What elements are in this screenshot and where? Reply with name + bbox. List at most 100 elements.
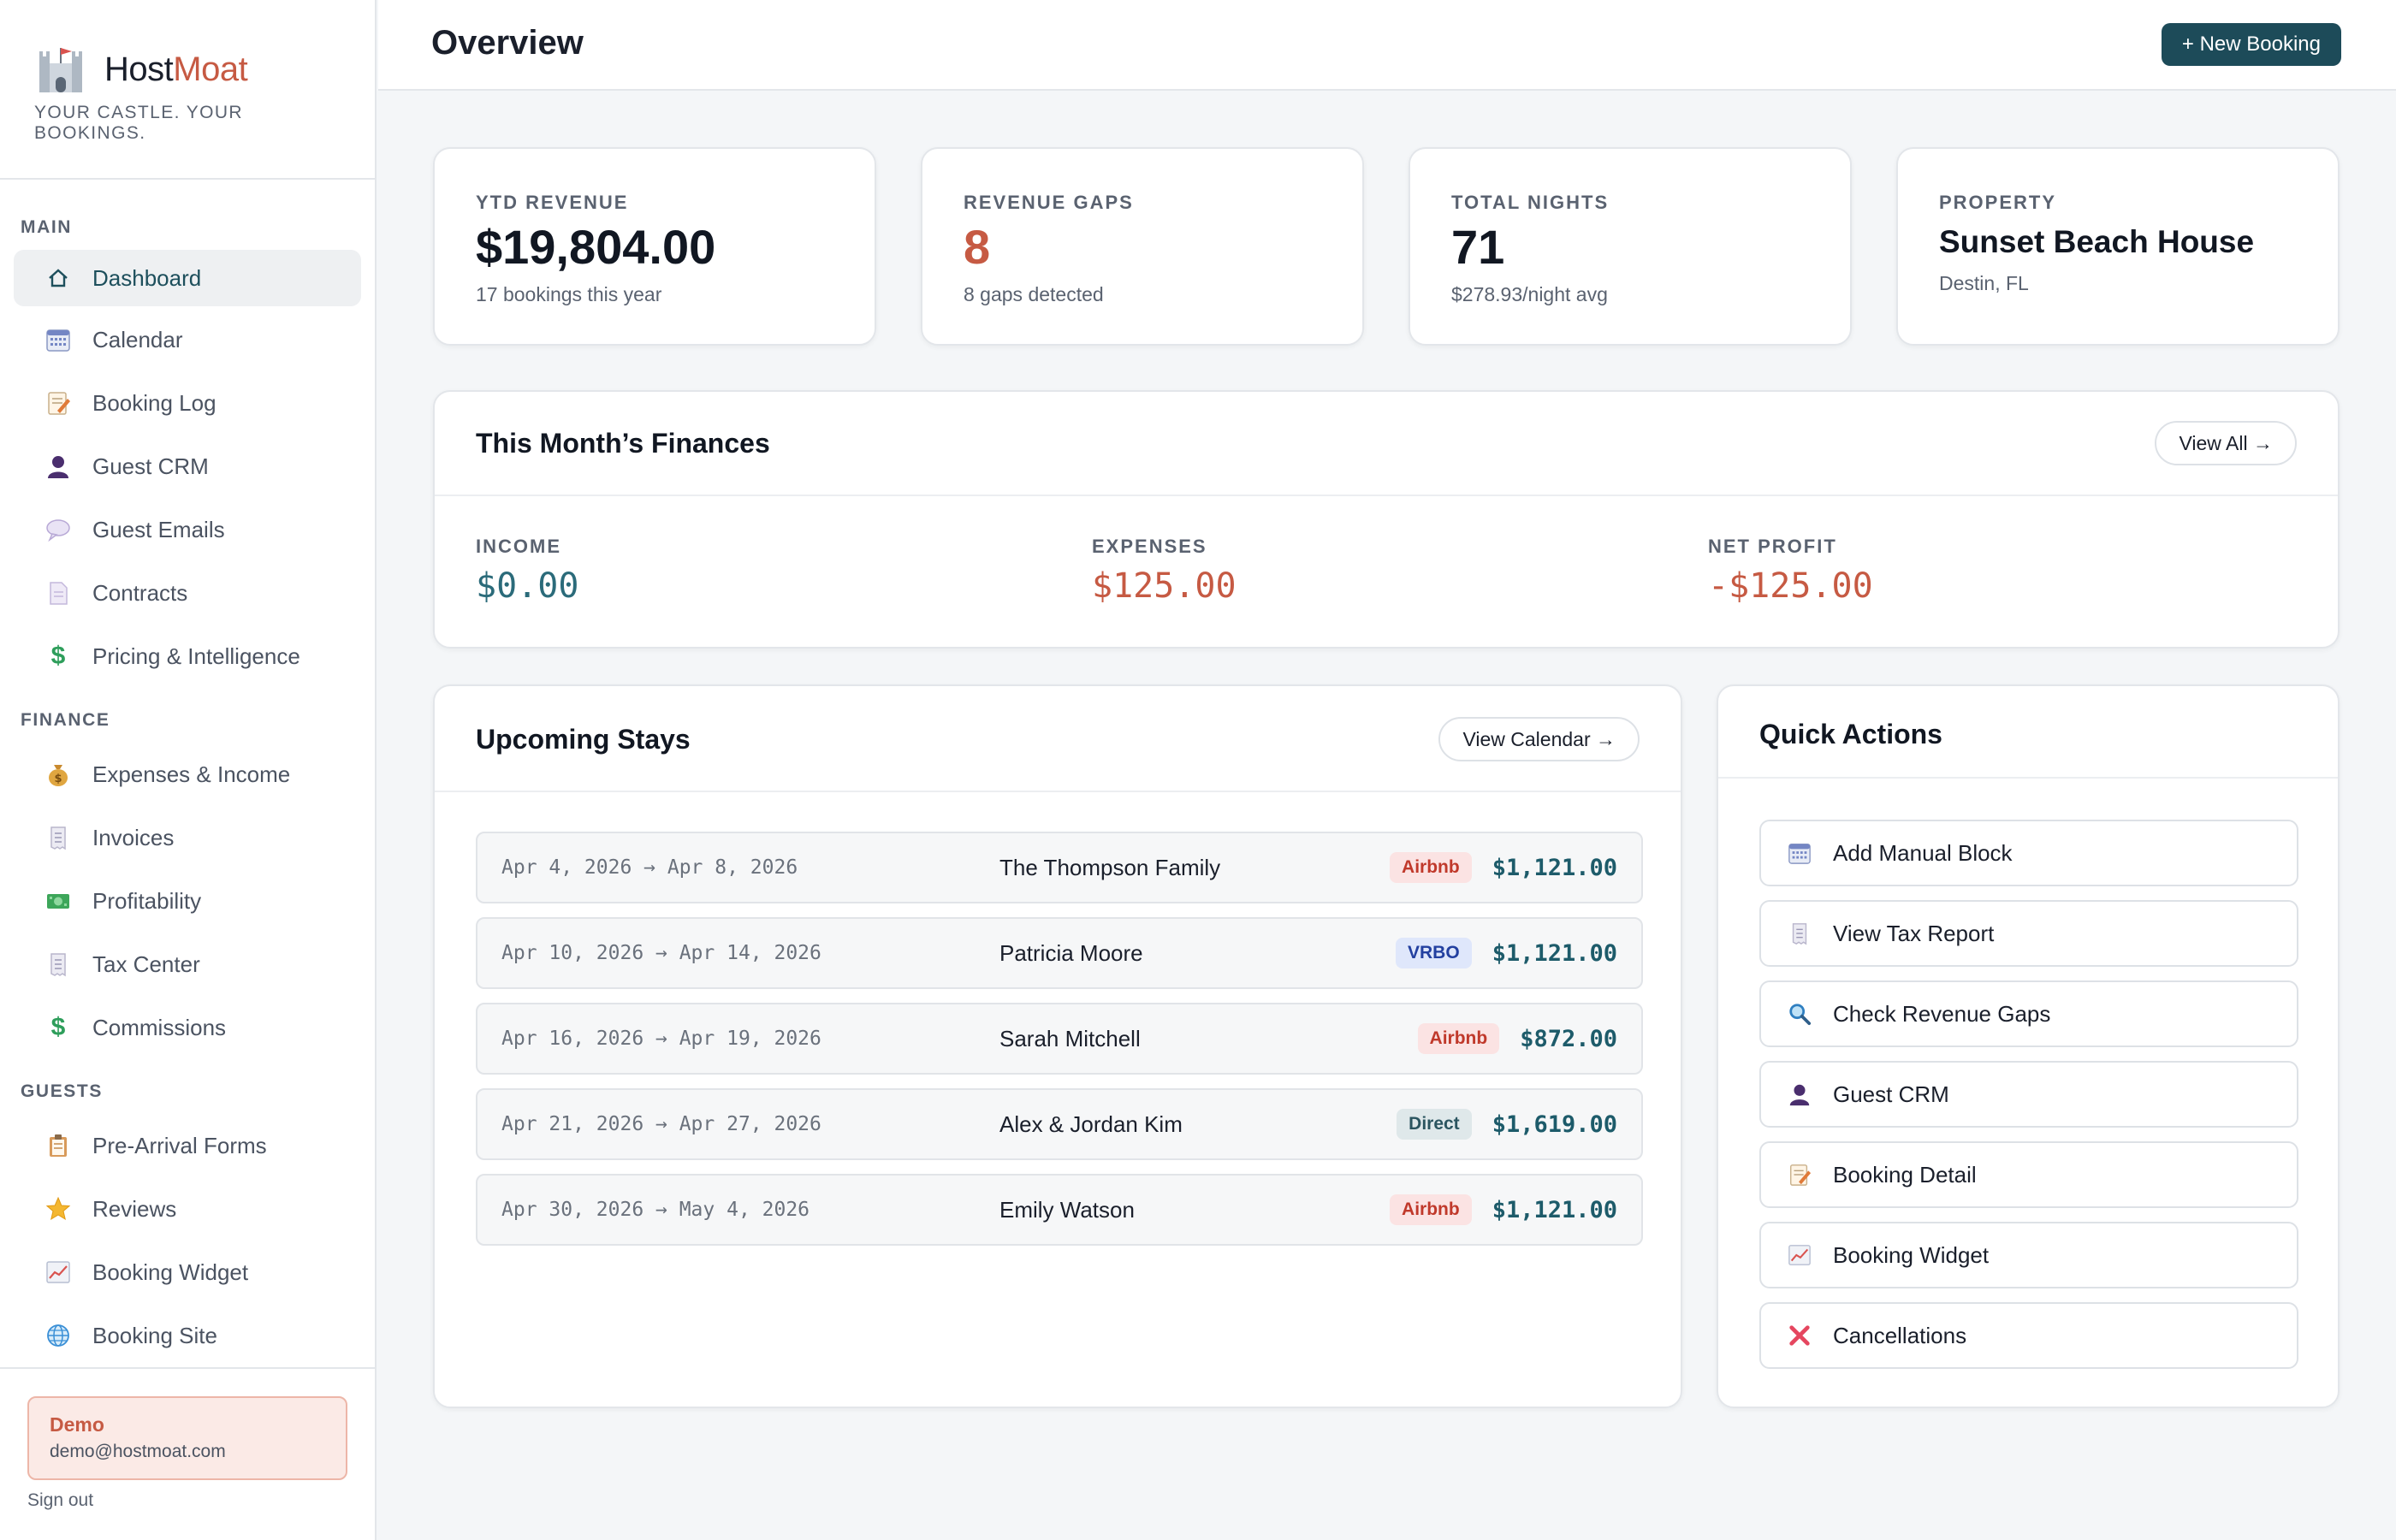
stay-dates: Apr 10, 2026 → Apr 14, 2026 xyxy=(501,942,821,964)
sidebar-item-booking-site[interactable]: Booking Site xyxy=(14,1307,361,1364)
quick-action-check-revenue-gaps[interactable]: Check Revenue Gaps xyxy=(1759,980,2298,1047)
stat-value: $19,804.00 xyxy=(476,220,716,274)
stat-card-ytd-revenue: YTD REVENUE $19,804.00 17 bookings this … xyxy=(433,147,876,346)
sidebar-item-guest-crm[interactable]: Guest CRM xyxy=(14,438,361,495)
income-label: INCOME xyxy=(476,536,561,557)
income-value: $0.00 xyxy=(476,566,579,606)
stay-amount: $1,121.00 xyxy=(1492,1196,1617,1223)
stat-label: YTD REVENUE xyxy=(476,192,629,213)
sidebar-item-label: Calendar xyxy=(92,326,183,352)
expenses-block: EXPENSES $125.00 xyxy=(1092,536,1237,606)
stay-row[interactable]: Apr 10, 2026 → Apr 14, 2026 Patricia Moo… xyxy=(476,917,1643,989)
stay-amount: $1,619.00 xyxy=(1492,1111,1617,1138)
stay-dates: Apr 21, 2026 → Apr 27, 2026 xyxy=(501,1113,821,1135)
quick-action-label: Booking Widget xyxy=(1833,1241,1990,1268)
sidebar-item-label: Dashboard xyxy=(92,264,202,291)
magnifier-icon xyxy=(1785,999,1814,1028)
sidebar-item-label: Reviews xyxy=(92,1195,177,1222)
stay-guest: Sarah Mitchell xyxy=(999,1025,1141,1051)
sidebar-item-label: Pre-Arrival Forms xyxy=(92,1132,267,1158)
stay-dates: Apr 30, 2026 → May 4, 2026 xyxy=(501,1199,810,1221)
brand-name: HostMoat xyxy=(104,50,248,88)
quick-action-cancellations[interactable]: Cancellations xyxy=(1759,1302,2298,1369)
card-divider xyxy=(435,791,1681,792)
sidebar-item-label: Booking Widget xyxy=(92,1259,249,1285)
document-icon xyxy=(43,578,74,608)
sign-out-link[interactable]: Sign out xyxy=(27,1490,94,1510)
nav-section-guests: GUESTS xyxy=(21,1081,103,1101)
stay-row[interactable]: Apr 30, 2026 → May 4, 2026 Emily Watson … xyxy=(476,1174,1643,1246)
source-badge: Airbnb xyxy=(1390,1194,1472,1225)
sidebar-item-invoices[interactable]: Invoices xyxy=(14,809,361,866)
quick-action-label: Booking Detail xyxy=(1833,1161,1977,1188)
stay-dates: Apr 4, 2026 → Apr 8, 2026 xyxy=(501,856,798,879)
stay-guest: Patricia Moore xyxy=(999,939,1143,966)
sidebar-item-guest-emails[interactable]: Guest Emails xyxy=(14,501,361,558)
stay-amount: $1,121.00 xyxy=(1492,939,1617,967)
quick-action-label: Add Manual Block xyxy=(1833,839,2013,866)
speech-bubble-icon xyxy=(43,514,74,545)
banknote-icon xyxy=(43,886,74,916)
sidebar-item-booking-widget[interactable]: Booking Widget xyxy=(14,1244,361,1300)
sidebar-divider xyxy=(0,1367,377,1369)
svg-text:$: $ xyxy=(54,773,62,785)
stay-amount: $872.00 xyxy=(1520,1025,1617,1052)
sidebar-item-label: Invoices xyxy=(92,824,175,850)
income-block: INCOME $0.00 xyxy=(476,536,578,606)
dollar-icon: $ xyxy=(50,1013,66,1041)
quick-action-view-tax-report[interactable]: View Tax Report xyxy=(1759,900,2298,967)
top-bar: Overview + New Booking xyxy=(378,0,2396,91)
view-calendar-button[interactable]: View Calendar → xyxy=(1438,717,1640,761)
sidebar-item-label: Tax Center xyxy=(92,951,200,977)
sidebar-item-calendar[interactable]: Calendar xyxy=(14,311,361,368)
upcoming-stays-title: Upcoming Stays xyxy=(476,724,691,755)
cross-icon xyxy=(1785,1321,1814,1350)
sidebar-item-contracts[interactable]: Contracts xyxy=(14,565,361,621)
user-email: demo@hostmoat.com xyxy=(50,1442,226,1461)
chart-icon xyxy=(1785,1241,1814,1270)
memo-icon xyxy=(1785,1160,1814,1189)
quick-action-add-manual-block[interactable]: Add Manual Block xyxy=(1759,820,2298,886)
quick-action-guest-crm[interactable]: Guest CRM xyxy=(1759,1061,2298,1128)
source-badge: Direct xyxy=(1397,1109,1472,1140)
card-divider xyxy=(435,495,2338,496)
memo-icon xyxy=(43,388,74,418)
brand: HostMoat YOUR CASTLE. YOUR BOOKINGS. xyxy=(34,43,359,144)
stat-card-revenue-gaps[interactable]: REVENUE GAPS 8 8 gaps detected xyxy=(921,147,1364,346)
sidebar-item-reviews[interactable]: Reviews xyxy=(14,1181,361,1237)
stat-value: 71 xyxy=(1451,220,1505,274)
quick-action-label: Check Revenue Gaps xyxy=(1833,1000,2051,1027)
stat-card-total-nights: TOTAL NIGHTS 71 $278.93/night avg xyxy=(1409,147,1852,346)
view-all-button[interactable]: View All → xyxy=(2155,421,2297,465)
sidebar-item-profitability[interactable]: Profitability xyxy=(14,873,361,929)
sidebar-item-label: Expenses & Income xyxy=(92,761,291,787)
user-card: Demo demo@hostmoat.com xyxy=(27,1396,347,1480)
sidebar-item-booking-log[interactable]: Booking Log xyxy=(14,375,361,431)
expenses-value: $125.00 xyxy=(1092,566,1237,606)
new-booking-button[interactable]: + New Booking xyxy=(2161,23,2341,66)
finances-card: This Month’s Finances View All → INCOME … xyxy=(433,390,2340,649)
quick-action-booking-detail[interactable]: Booking Detail xyxy=(1759,1141,2298,1208)
net-profit-label: NET PROFIT xyxy=(1708,536,1837,557)
person-icon xyxy=(1785,1080,1814,1109)
stat-label: PROPERTY xyxy=(1939,192,2057,213)
castle-logo-icon xyxy=(39,48,82,92)
dollar-icon: $ xyxy=(50,642,66,670)
sidebar-item-label: Pricing & Intelligence xyxy=(92,643,300,669)
sidebar-item-commissions[interactable]: $ Commissions xyxy=(14,999,361,1056)
quick-action-booking-widget[interactable]: Booking Widget xyxy=(1759,1222,2298,1288)
star-icon xyxy=(43,1194,74,1224)
sidebar-item-dashboard[interactable]: Dashboard xyxy=(14,250,361,306)
stay-row[interactable]: Apr 16, 2026 → Apr 19, 2026 Sarah Mitche… xyxy=(476,1003,1643,1075)
stay-dates: Apr 16, 2026 → Apr 19, 2026 xyxy=(501,1028,821,1050)
sidebar-item-tax-center[interactable]: Tax Center xyxy=(14,936,361,992)
stay-row[interactable]: Apr 4, 2026 → Apr 8, 2026 The Thompson F… xyxy=(476,832,1643,903)
sidebar-item-expenses-income[interactable]: $ Expenses & Income xyxy=(14,746,361,803)
receipt-icon xyxy=(43,822,74,853)
sidebar-item-label: Contracts xyxy=(92,579,188,606)
expenses-label: EXPENSES xyxy=(1092,536,1207,557)
sidebar-item-pricing[interactable]: $ Pricing & Intelligence xyxy=(14,628,361,684)
brand-tagline: YOUR CASTLE. YOUR BOOKINGS. xyxy=(34,103,243,143)
stay-row[interactable]: Apr 21, 2026 → Apr 27, 2026 Alex & Jorda… xyxy=(476,1088,1643,1160)
sidebar-item-pre-arrival-forms[interactable]: Pre-Arrival Forms xyxy=(14,1117,361,1174)
